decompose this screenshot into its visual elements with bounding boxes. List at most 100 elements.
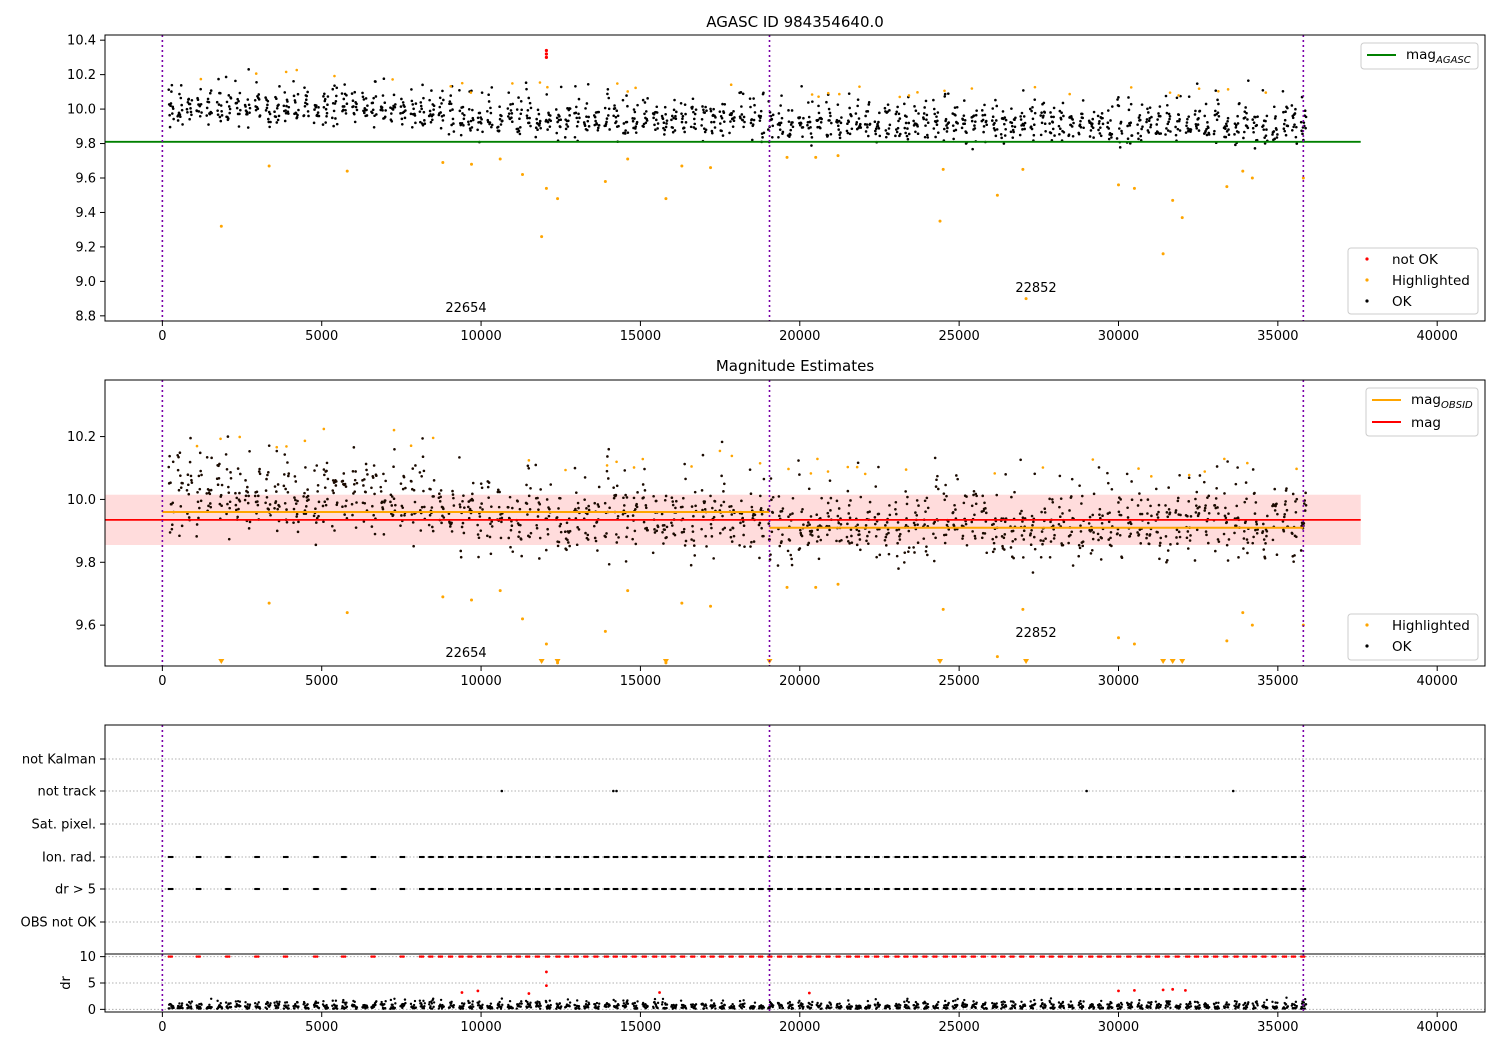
ok-point xyxy=(412,544,415,548)
ok-point xyxy=(351,513,354,517)
ok-point xyxy=(895,130,899,134)
ok-point xyxy=(982,125,986,128)
dr-point xyxy=(575,999,579,1002)
ok-point xyxy=(564,127,568,131)
ok-point xyxy=(1265,529,1269,533)
flag-point xyxy=(790,887,793,891)
ok-point xyxy=(644,506,648,510)
ok-point xyxy=(188,102,192,106)
ok-point xyxy=(458,503,462,506)
ok-point xyxy=(943,95,947,98)
ok-point xyxy=(740,113,744,116)
ok-point xyxy=(1013,125,1017,129)
ok-point xyxy=(577,528,581,531)
ok-point xyxy=(886,110,889,114)
ok-point xyxy=(508,495,512,499)
ok-point xyxy=(848,516,852,520)
ok-point xyxy=(922,117,926,121)
ok-point xyxy=(1265,128,1268,131)
title-agasc: AGASC ID 984354640.0 xyxy=(706,13,884,31)
ok-point xyxy=(431,525,434,529)
highlighted-point xyxy=(898,95,902,99)
ok-point xyxy=(899,132,902,136)
ok-point xyxy=(981,118,985,122)
ok-point xyxy=(218,115,222,119)
ok-point xyxy=(617,124,620,128)
dr-point xyxy=(322,999,325,1003)
dr-point xyxy=(829,1003,833,1006)
ok-point xyxy=(653,528,656,531)
ok-point xyxy=(403,513,406,517)
ok-point xyxy=(487,93,490,97)
ok-point xyxy=(1273,487,1277,491)
ok-point xyxy=(1136,504,1140,507)
ok-point xyxy=(829,496,833,500)
dr-point xyxy=(859,1006,862,1010)
ok-point xyxy=(224,453,228,456)
highlighted-outlier xyxy=(941,167,945,171)
ok-point xyxy=(845,535,849,539)
ok-point xyxy=(1234,482,1238,486)
flag-point xyxy=(645,855,648,859)
ok-point xyxy=(1107,538,1111,541)
ok-point xyxy=(364,97,368,100)
ok-point xyxy=(1282,110,1285,114)
ok-point xyxy=(409,112,413,116)
dr-point xyxy=(432,1005,435,1009)
ok-point xyxy=(332,124,335,128)
ok-point xyxy=(665,119,669,122)
ok-point xyxy=(419,104,423,108)
ok-point xyxy=(1293,123,1296,126)
ok-point xyxy=(292,521,295,524)
ok-point xyxy=(975,109,978,112)
highlighted-outlier xyxy=(1132,186,1136,190)
ok-point xyxy=(946,126,949,130)
dr-point xyxy=(253,1002,257,1005)
ok-point xyxy=(954,508,957,511)
dr-point xyxy=(229,1002,232,1005)
ok-point xyxy=(1193,559,1197,562)
ok-point xyxy=(690,505,694,508)
ok-point xyxy=(586,119,590,123)
category-label: Ion. rad. xyxy=(42,851,96,866)
ok-point xyxy=(209,505,213,509)
dr-point xyxy=(656,1006,659,1010)
ok-point xyxy=(236,97,239,101)
flag-point xyxy=(286,887,289,891)
ok-point xyxy=(749,545,752,548)
ok-point xyxy=(970,504,974,508)
ok-point xyxy=(167,88,171,91)
highlighted-point xyxy=(199,77,203,81)
ok-point xyxy=(780,116,784,120)
ok-point xyxy=(312,514,316,518)
highlighted-outlier xyxy=(664,197,668,201)
y-tick-label: 10.0 xyxy=(67,103,96,118)
ok-point xyxy=(1129,532,1133,536)
dr-point xyxy=(234,1000,238,1003)
ok-point xyxy=(218,462,221,466)
ok-point xyxy=(605,117,609,120)
ok-point xyxy=(304,98,308,102)
ok-point xyxy=(859,495,863,499)
ok-point xyxy=(1138,118,1142,122)
flag-point xyxy=(1140,855,1143,859)
ok-point xyxy=(244,479,247,482)
ok-point xyxy=(384,479,387,483)
legend-agasc-status: not OK Highlighted OK xyxy=(1347,247,1479,315)
ok-point xyxy=(681,505,684,509)
ok-point xyxy=(1254,115,1257,119)
ok-point xyxy=(1080,494,1084,498)
not-track-point xyxy=(612,789,615,793)
ok-point xyxy=(895,110,899,114)
ok-point xyxy=(283,453,287,456)
ok-point xyxy=(815,513,819,517)
ok-point xyxy=(956,477,959,481)
ok-point xyxy=(577,97,581,101)
ok-point xyxy=(306,494,310,498)
ok-point xyxy=(432,479,436,482)
ok-point xyxy=(344,485,348,488)
ok-point xyxy=(236,467,240,470)
ok-point xyxy=(1187,95,1191,98)
highlighted-outlier xyxy=(1021,167,1025,171)
ok-point xyxy=(401,506,405,510)
